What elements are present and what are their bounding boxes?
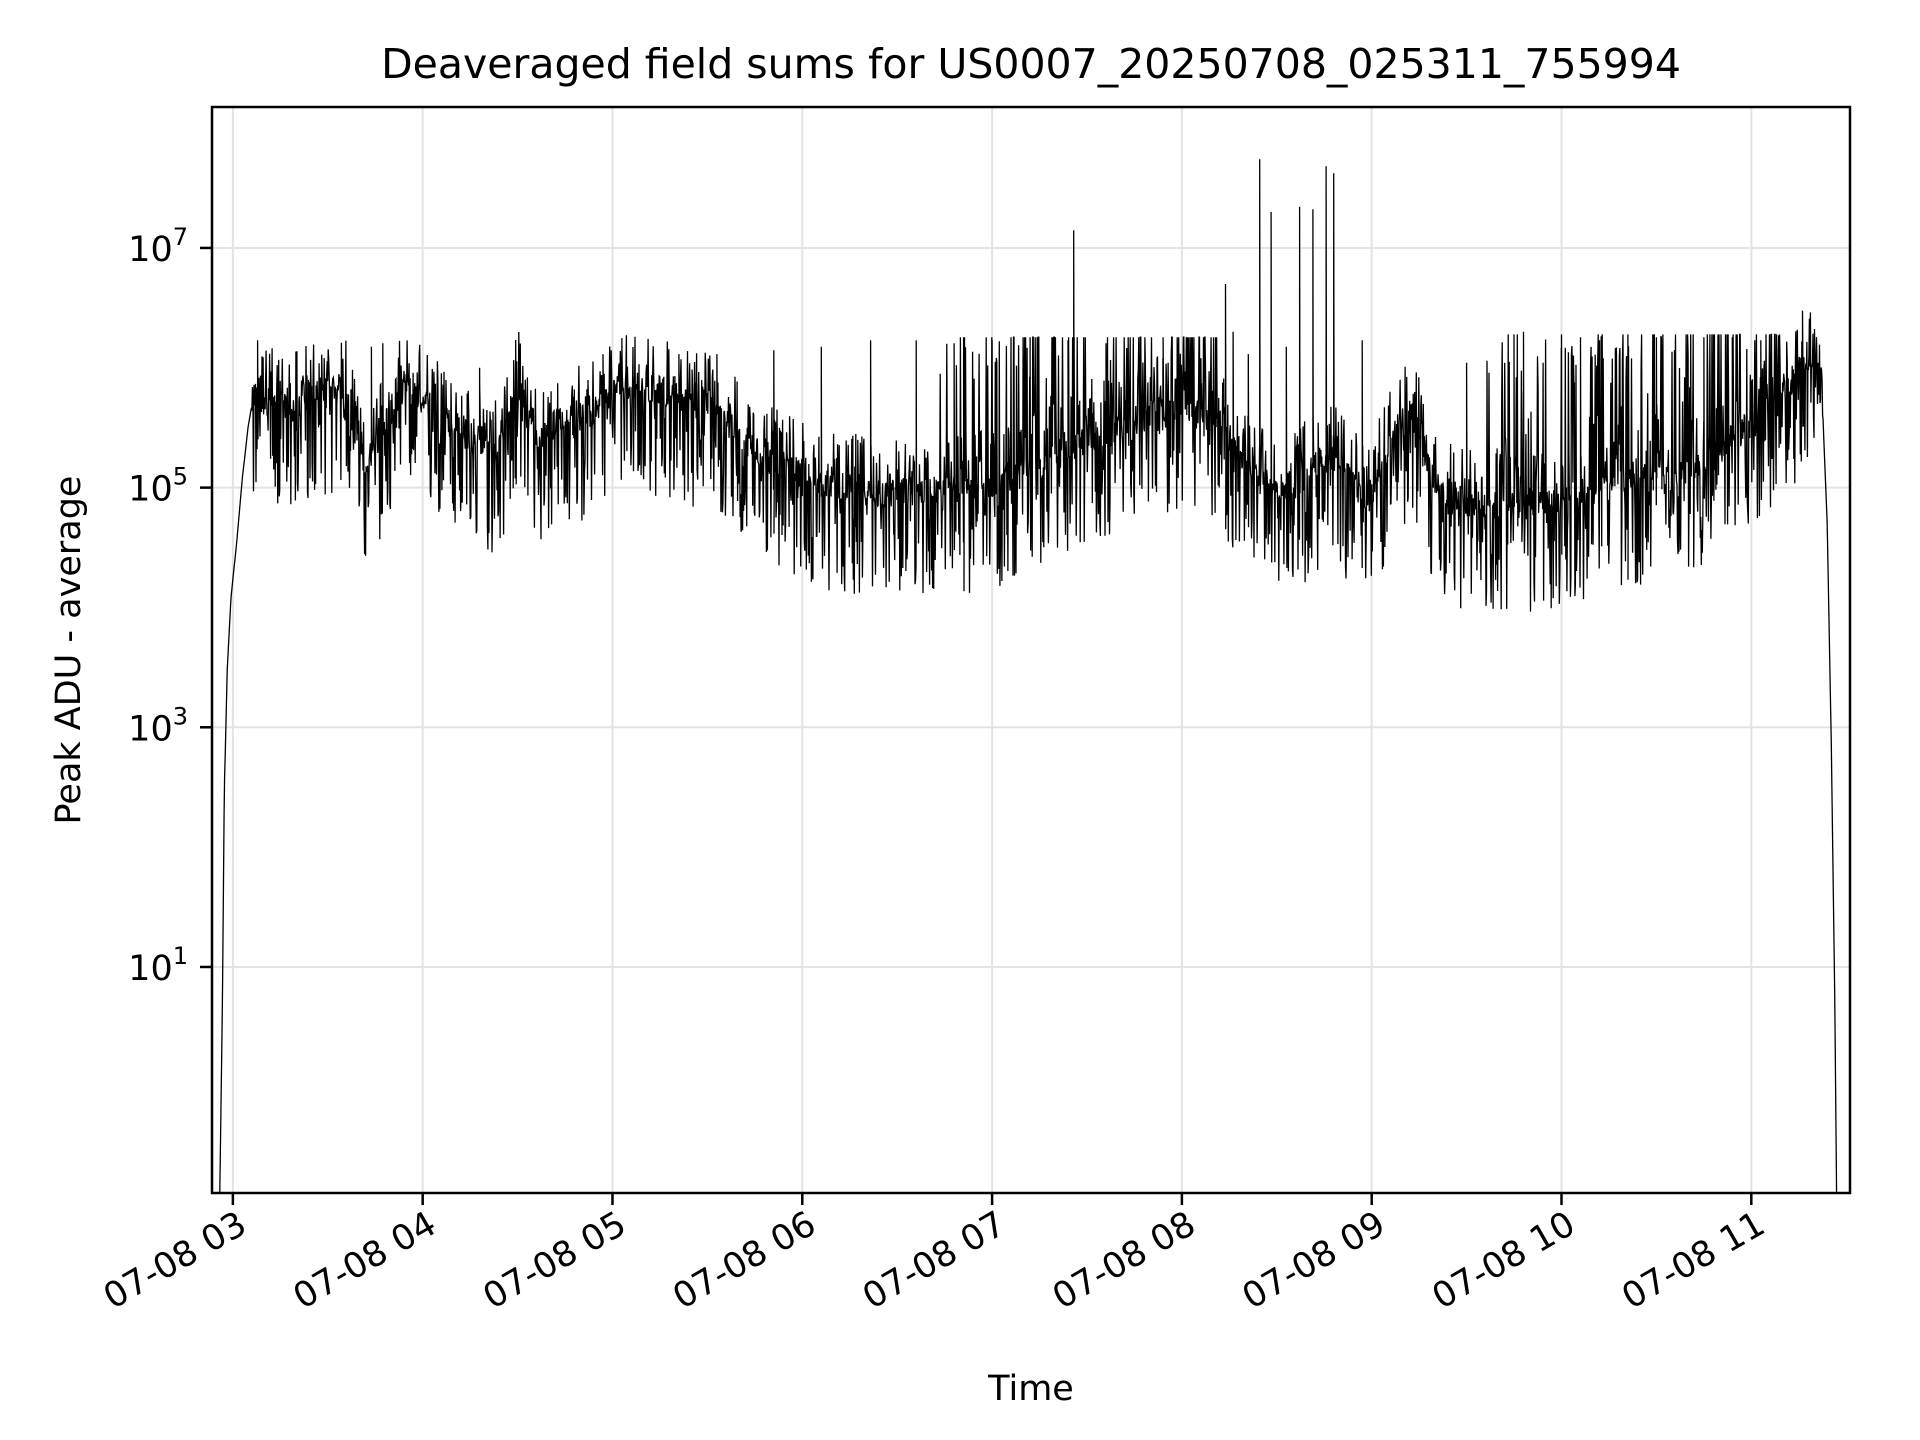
x-gridlines (231, 107, 1753, 1193)
plot-area-background (212, 107, 1850, 1193)
y-tick-exponent: 3 (173, 702, 188, 730)
y-tick-base: 10 (128, 949, 173, 989)
y-tick-base: 10 (128, 709, 173, 749)
series-line (219, 159, 1838, 1193)
y-tick-label: 101 (128, 942, 188, 989)
y-tick-label: 107 (128, 223, 188, 270)
y-tick-label: 105 (128, 463, 188, 510)
plot-frame (210, 105, 1852, 1195)
y-tick-base: 10 (128, 230, 173, 270)
y-axis-label: Peak ADU - average (49, 476, 89, 825)
y-tick-exponent: 5 (173, 463, 188, 491)
y-tick-exponent: 1 (173, 942, 188, 970)
y-tick-label: 103 (128, 702, 188, 749)
chart-title: Deaveraged field sums for US0007_2025070… (381, 40, 1681, 88)
y-tick-exponent: 7 (173, 223, 188, 251)
y-tick-base: 10 (128, 470, 173, 510)
x-axis-label: Time (987, 1369, 1074, 1409)
